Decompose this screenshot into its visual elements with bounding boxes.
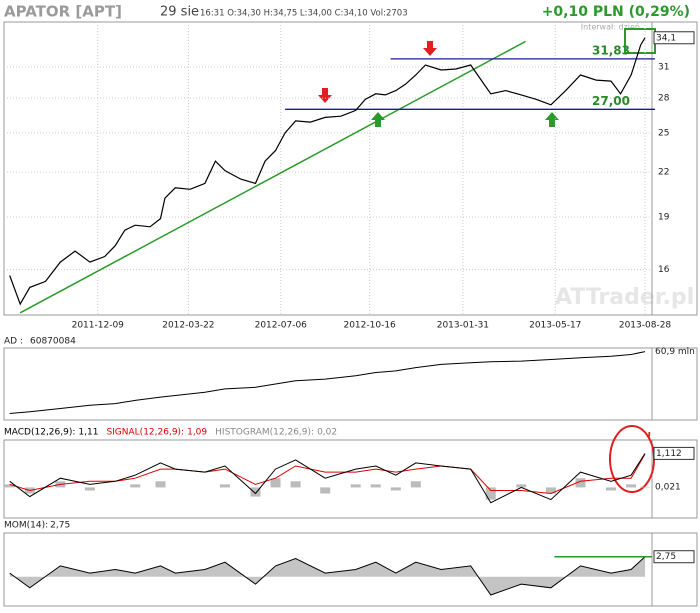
legend-name: MACD(12,26,9): (4, 428, 75, 438)
histogram-bar (270, 478, 281, 488)
axis-label: 2,75 (656, 552, 676, 562)
axis-label-box (653, 446, 695, 460)
axis-label: 60,9 mln (655, 347, 695, 357)
x-tick-label: 2011-12-09 (72, 321, 125, 331)
legend-value: 1,09 (187, 428, 207, 438)
last-value-label-box (653, 31, 695, 45)
last-value-label: 34,1 (656, 33, 676, 43)
momentum-area (9, 556, 646, 595)
histogram-bar (640, 486, 651, 488)
y-tick-label: 31 (658, 62, 669, 72)
x-tick-label: 2013-08-28 (619, 321, 672, 331)
price-change: +0,10 PLN (0,29%) (542, 4, 690, 20)
histogram-bar (320, 487, 331, 494)
histogram-bar (626, 484, 637, 488)
histogram-bar (130, 484, 141, 488)
y-tick-label: 25 (658, 128, 669, 138)
y-tick-label: 22 (658, 168, 669, 178)
axis-label: 0,021 (655, 482, 681, 492)
trend-line (19, 40, 526, 314)
macd-line (9, 453, 646, 504)
macd-panel-frame (3, 439, 698, 519)
histogram-bar (84, 487, 95, 491)
ad-panel-frame (3, 347, 698, 421)
ad-line (9, 351, 646, 414)
price-panel-frame (3, 21, 698, 316)
level-label: 31,83 (592, 43, 630, 57)
indicator-name: AD : (4, 337, 23, 347)
histogram-bar (575, 478, 586, 488)
price-line (9, 37, 646, 306)
quote-date: 29 sie (160, 5, 199, 20)
indicator-value: 2,75 (50, 521, 70, 531)
histogram-bar (350, 484, 361, 488)
legend-name: HISTOGRAM(12,26,9): (215, 428, 314, 438)
x-tick-label: 2012-07-06 (255, 321, 308, 331)
y-tick-label: 16 (658, 265, 670, 275)
indicator-value: 60870084 (30, 337, 76, 347)
legend-name: SIGNAL(12,26,9): (106, 428, 184, 438)
histogram-bar (290, 481, 301, 488)
mom-panel-frame (3, 532, 698, 607)
histogram-bar (410, 481, 421, 488)
quote-values: 16:31 O:34,30 H:34,75 L:34,00 C:34,10 Vo… (200, 9, 408, 19)
histogram-bar (485, 487, 496, 500)
alert-mark: ! (647, 431, 652, 442)
signal-line (9, 453, 646, 495)
y-tick-label: 28 (658, 94, 670, 104)
histogram-bar (606, 487, 617, 491)
interval: Interwał: dzień (581, 23, 640, 32)
histogram-bar (545, 487, 556, 494)
x-tick-label: 2012-10-16 (343, 321, 396, 331)
ticker-title: APATOR [APT] (4, 3, 122, 21)
legend-value: 0,02 (317, 428, 337, 438)
histogram-bar (516, 484, 527, 488)
axis-label: 1,112 (656, 449, 682, 459)
x-tick-label: 2013-05-17 (529, 321, 581, 331)
histogram-bar (250, 487, 261, 497)
y-tick-label: 19 (658, 213, 670, 223)
histogram-bar (4, 484, 15, 488)
momentum-line (9, 556, 646, 596)
axis-label-box (653, 550, 695, 564)
x-tick-label: 2012-03-22 (162, 321, 214, 331)
x-tick-label: 2013-01-31 (437, 321, 489, 331)
legend-value: 1,11 (78, 428, 98, 438)
indicator-name: MOM(14): (4, 521, 48, 531)
histogram-bar (155, 481, 166, 488)
histogram-bar (370, 484, 381, 488)
signal-arrows (318, 41, 559, 127)
level-label: 27,00 (592, 94, 630, 108)
histogram-bar (219, 484, 230, 488)
histogram-bar (390, 487, 401, 491)
watermark: ATTrader.pl (555, 285, 694, 310)
